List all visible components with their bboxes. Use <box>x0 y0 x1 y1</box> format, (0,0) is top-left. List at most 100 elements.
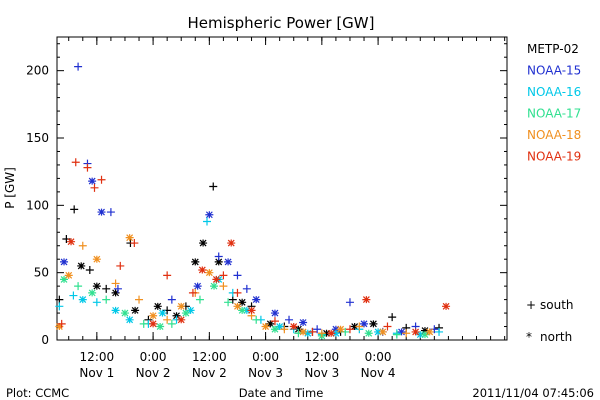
data-point-south <box>435 327 444 336</box>
x-tick-time-label: 12:00 <box>192 350 227 364</box>
x-tick-date-label: Nov 1 <box>79 366 114 380</box>
data-point-south <box>167 295 176 304</box>
data-point-south <box>355 322 364 331</box>
data-point-south <box>111 279 120 288</box>
timestamp: 2011/11/04 07:45:06 <box>472 386 594 400</box>
data-point-north <box>299 318 308 326</box>
data-point-north <box>177 302 186 310</box>
y-tick-label: 0 <box>41 333 49 347</box>
x-tick-date-label: Nov 3 <box>248 366 283 380</box>
y-tick-label: 200 <box>26 64 49 78</box>
x-tick-date-label: Nov 2 <box>136 366 171 380</box>
legend-metp-02: METP-02 <box>527 42 579 56</box>
data-point-south <box>219 282 228 291</box>
series-noaa-16 <box>55 217 444 339</box>
data-point-south <box>224 298 233 307</box>
data-point-south <box>102 295 111 304</box>
data-point-north <box>92 282 101 290</box>
x-tick-date-label: Nov 3 <box>304 366 339 380</box>
data-point-south <box>317 329 326 338</box>
data-point-north <box>125 234 134 242</box>
data-point-north <box>60 275 69 283</box>
x-tick-date-label: Nov 2 <box>192 366 227 380</box>
plot-frame <box>56 36 508 341</box>
x-tick-time-label: 12:00 <box>305 350 340 364</box>
data-point-north <box>88 177 97 185</box>
legend-symbol-south: + <box>526 298 536 312</box>
data-point-south <box>345 325 354 334</box>
legend-label-north: north <box>540 330 572 344</box>
data-point-south <box>233 271 242 280</box>
data-point-north <box>193 282 202 290</box>
data-point-south <box>214 252 223 261</box>
data-point-north <box>420 327 429 335</box>
data-point-south <box>139 319 148 328</box>
y-tick-label: 100 <box>26 198 49 212</box>
data-point-south <box>135 295 144 304</box>
data-point-north <box>331 325 340 333</box>
data-point-north <box>77 262 86 270</box>
data-point-south <box>70 205 79 214</box>
data-point-north <box>247 306 256 314</box>
data-point-north <box>289 323 298 331</box>
data-point-south <box>57 319 66 328</box>
data-point-south <box>392 330 401 339</box>
data-point-south <box>163 315 172 324</box>
data-point-north <box>331 329 340 337</box>
x-tick-time-label: 0:00 <box>252 350 279 364</box>
data-point-north <box>125 316 134 324</box>
data-point-north <box>364 329 373 337</box>
data-point-south <box>388 313 397 322</box>
series-metp-02 <box>55 182 444 337</box>
data-point-north <box>294 325 303 333</box>
data-point-south <box>188 288 197 297</box>
data-point-north <box>177 316 186 324</box>
data-point-south <box>195 295 204 304</box>
data-point-north <box>156 323 165 331</box>
data-point-north <box>153 302 162 310</box>
legend-label-south: south <box>540 298 574 312</box>
data-point-north <box>411 328 420 336</box>
data-point-north <box>252 296 261 304</box>
data-point-south <box>402 329 411 338</box>
x-axis-label: Date and Time <box>239 386 324 400</box>
data-point-north <box>350 323 359 331</box>
data-point-north <box>120 309 129 317</box>
plot-credit: Plot: CCMC <box>6 386 69 400</box>
data-point-north <box>374 328 383 336</box>
data-point-north <box>362 296 371 304</box>
data-point-south <box>280 325 289 334</box>
data-point-north <box>212 275 221 283</box>
y-axis-label: P [GW] <box>3 167 17 209</box>
data-point-south <box>285 315 294 324</box>
y-tick-label: 150 <box>26 131 49 145</box>
data-point-south <box>228 295 237 304</box>
series-noaa-18 <box>55 234 434 338</box>
data-point-north <box>131 306 140 314</box>
data-point-north <box>266 320 275 328</box>
data-point-south <box>113 284 122 293</box>
y-tick-label: 50 <box>34 266 49 280</box>
data-point-north <box>360 320 369 328</box>
data-point-north <box>92 255 101 263</box>
data-point-north <box>97 208 106 216</box>
data-point-north <box>327 329 336 337</box>
data-point-north <box>186 306 195 314</box>
data-point-south <box>74 62 83 71</box>
data-point-south <box>55 295 64 304</box>
data-point-north <box>78 296 87 304</box>
data-point-north <box>303 329 312 337</box>
data-point-north <box>238 306 247 314</box>
legend-noaa-16: NOAA-16 <box>527 85 581 99</box>
data-point-north <box>416 331 425 339</box>
data-point-south <box>90 183 99 192</box>
data-point-south <box>92 298 101 307</box>
data-point-north <box>336 325 345 333</box>
data-point-north <box>378 328 387 336</box>
legend-noaa-19: NOAA-19 <box>527 150 581 164</box>
data-point-south <box>69 291 78 300</box>
data-point-north <box>425 328 434 336</box>
data-point-north <box>60 258 69 266</box>
data-point-south <box>308 327 317 336</box>
